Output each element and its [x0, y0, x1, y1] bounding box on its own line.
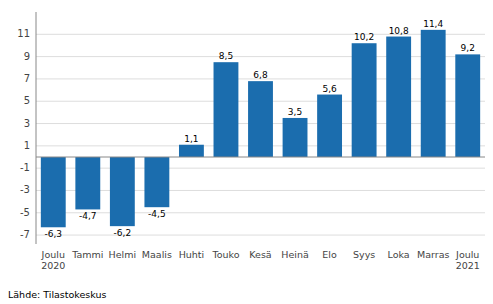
y-tick-label: 1 [24, 140, 30, 151]
y-tick-label: 3 [24, 118, 30, 129]
data-label: -4,5 [148, 209, 166, 219]
y-tick-label: -1 [20, 162, 30, 173]
data-label: 5,6 [322, 84, 337, 94]
x-tick-label-line: Joulu [455, 249, 479, 260]
data-label: 10,2 [354, 32, 374, 42]
bars [41, 30, 480, 227]
x-tick-label-line: Marras [417, 249, 449, 260]
x-tick-label: Helmi [109, 249, 137, 260]
bar [214, 62, 239, 157]
y-axis: -7 -5 -3 -1 1 3 5 7 9 11 [17, 12, 36, 244]
x-tick-label-line: Heinä [281, 249, 308, 260]
x-tick-label: Joulu2021 [455, 249, 480, 271]
bar [283, 118, 308, 157]
x-tick-label: Tammi [71, 249, 103, 260]
bar [352, 43, 377, 157]
y-tick-label: -3 [20, 184, 30, 195]
data-label: 8,5 [219, 51, 233, 61]
x-tick-label-line: 2020 [41, 260, 65, 271]
grid-line [36, 190, 485, 191]
bar [179, 145, 204, 157]
data-label: 6,8 [253, 70, 268, 80]
grid-line [36, 235, 485, 236]
x-tick-label: Elo [322, 249, 337, 260]
bar [41, 157, 66, 227]
x-tick-label-line: Joulu [41, 249, 65, 260]
y-tick-label: 9 [24, 51, 30, 62]
data-label: -6,3 [44, 229, 62, 239]
y-tick-label: 5 [24, 95, 30, 106]
bar [455, 54, 480, 157]
bar [248, 81, 273, 157]
data-label: 3,5 [288, 107, 302, 117]
x-tick-label: Syys [353, 249, 375, 260]
x-tick-label-line: Elo [322, 249, 337, 260]
grid [36, 34, 485, 235]
x-tick-label: Joulu2020 [41, 249, 66, 271]
x-tick-label-line: Touko [211, 249, 239, 260]
zero-line [36, 157, 485, 158]
x-tick-label: Kesä [249, 249, 271, 260]
x-tick-label: Maalis [142, 249, 172, 260]
x-tick-label-line: Kesä [249, 249, 271, 260]
bar [144, 157, 169, 207]
x-tick-label-line: Helmi [109, 249, 137, 260]
data-label: -6,2 [114, 228, 132, 238]
bar [75, 157, 100, 209]
data-labels: -6,3 -4,7 -6,2 -4,5 1,1 8,5 6,8 3,5 5,6 10,2 10,8 1… [44, 19, 474, 239]
data-label: -4,7 [79, 211, 97, 221]
y-axis-line [36, 12, 37, 244]
x-tick-label: Huhti [179, 249, 205, 260]
y-tick-label: -5 [20, 207, 30, 218]
bar [386, 37, 411, 157]
data-label: 9,2 [461, 43, 475, 53]
bar [317, 95, 342, 157]
y-tick-label: -7 [20, 229, 30, 240]
x-tick-label: Marras [417, 249, 449, 260]
x-axis: Joulu2020TammiHelmiMaalisHuhtiToukoKesäH… [41, 249, 480, 271]
x-tick-label-line: 2021 [456, 260, 480, 271]
x-tick-label: Heinä [281, 249, 308, 260]
x-tick-label-line: Loka [388, 249, 410, 260]
data-label: 11,4 [423, 19, 443, 29]
data-label: 1,1 [184, 134, 198, 144]
x-tick-label-line: Huhti [179, 249, 205, 260]
x-tick-label-line: Maalis [142, 249, 172, 260]
bar [110, 157, 135, 226]
source-note: Lähde: Tilastokeskus [8, 289, 107, 300]
grid-line [36, 34, 485, 35]
bar [421, 30, 446, 157]
y-tick-label: 7 [24, 73, 30, 84]
grid-line [36, 56, 485, 57]
x-tick-label-line: Tammi [71, 249, 103, 260]
grid-line [36, 212, 485, 213]
x-tick-label: Touko [211, 249, 239, 260]
chart: -7 -5 -3 -1 1 3 5 7 9 11 -6,3 -4,7 -6,2 -4,5 1,1 8,5 6,8… [0, 0, 493, 304]
x-tick-label-line: Syys [353, 249, 375, 260]
y-tick-label: 11 [17, 28, 30, 39]
chart-container: -7 -5 -3 -1 1 3 5 7 9 11 -6,3 -4,7 -6,2 -4,5 1,1 8,5 6,8… [0, 0, 493, 304]
grid-line [36, 168, 485, 169]
x-tick-label: Loka [388, 249, 410, 260]
data-label: 10,8 [389, 26, 409, 36]
